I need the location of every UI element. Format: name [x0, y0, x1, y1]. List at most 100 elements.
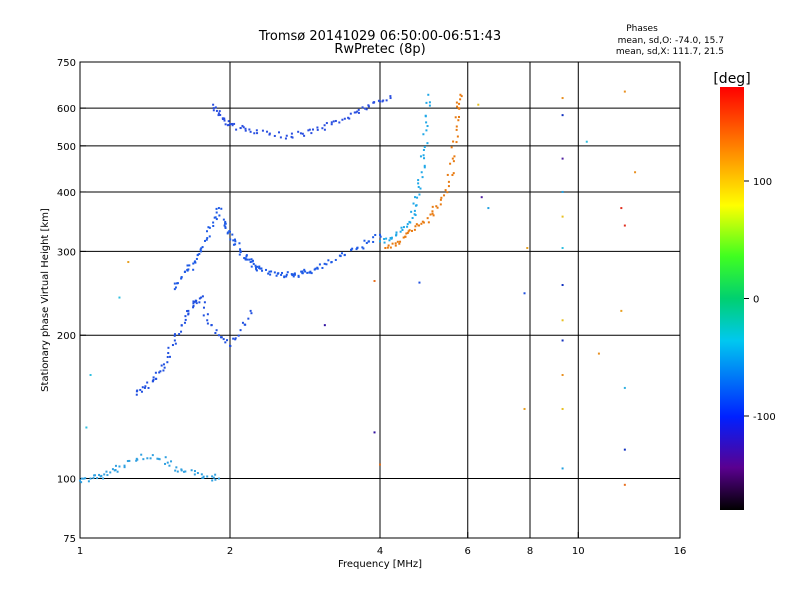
- data-point: [267, 272, 270, 275]
- data-point: [89, 477, 92, 480]
- data-point: [410, 229, 413, 232]
- data-point: [143, 386, 146, 389]
- data-point: [183, 321, 186, 324]
- data-point: [325, 122, 328, 125]
- y-tick-label: 200: [57, 331, 76, 342]
- data-point: [93, 474, 96, 477]
- data-point: [239, 248, 242, 251]
- data-point: [585, 140, 588, 143]
- data-point: [427, 221, 430, 224]
- data-point: [314, 267, 317, 270]
- data-point: [385, 99, 388, 102]
- data-point: [343, 117, 346, 120]
- data-point: [163, 366, 166, 369]
- data-point: [234, 338, 237, 341]
- data-point: [300, 270, 303, 273]
- data-point: [212, 221, 215, 224]
- chart-title-line1: Tromsø 20141029 06:50:00-06:51:43: [258, 29, 501, 44]
- data-point: [256, 265, 259, 268]
- data-point: [323, 128, 326, 131]
- data-point: [277, 272, 280, 275]
- data-point: [275, 274, 278, 277]
- data-point: [427, 93, 430, 96]
- data-point: [166, 356, 169, 359]
- data-point: [162, 363, 165, 366]
- data-point: [171, 344, 174, 347]
- data-point: [284, 137, 287, 140]
- data-point: [526, 247, 529, 250]
- data-point: [377, 99, 380, 102]
- data-point: [82, 477, 85, 480]
- data-point: [459, 98, 462, 101]
- data-point: [399, 230, 402, 233]
- data-point: [351, 247, 354, 250]
- data-point: [347, 116, 350, 119]
- data-point: [251, 260, 254, 263]
- data-point: [232, 243, 235, 246]
- data-point: [415, 223, 418, 226]
- data-point: [212, 476, 215, 479]
- data-point: [290, 273, 293, 276]
- data-point: [270, 270, 273, 273]
- data-point: [223, 119, 226, 122]
- data-point: [202, 476, 205, 479]
- gridlines: [80, 62, 680, 538]
- data-point: [362, 247, 365, 250]
- data-point: [341, 118, 344, 121]
- data-point: [205, 238, 208, 241]
- data-point: [144, 385, 147, 388]
- data-point: [348, 117, 351, 120]
- data-point: [379, 463, 381, 466]
- data-point: [212, 225, 215, 228]
- data-point: [158, 371, 161, 374]
- y-tick-label: 300: [57, 247, 76, 258]
- data-point: [195, 302, 198, 305]
- data-point: [373, 431, 376, 434]
- data-point: [425, 101, 428, 104]
- data-point: [224, 225, 227, 228]
- data-point: [389, 246, 392, 249]
- data-point: [152, 376, 155, 379]
- data-point: [355, 248, 358, 251]
- data-point: [432, 214, 435, 217]
- data-point: [198, 301, 201, 304]
- data-point: [303, 134, 306, 137]
- data-point: [452, 140, 455, 143]
- data-point: [229, 123, 231, 126]
- data-point: [439, 198, 442, 201]
- data-point: [417, 182, 420, 185]
- data-point: [623, 483, 626, 486]
- data-point: [310, 132, 313, 135]
- data-point: [291, 136, 294, 139]
- data-point: [404, 235, 407, 238]
- data-point: [323, 124, 326, 127]
- data-point: [480, 196, 483, 199]
- data-point: [389, 95, 392, 98]
- data-point: [299, 132, 302, 135]
- data-point: [84, 477, 87, 480]
- data-point: [323, 324, 326, 327]
- data-point: [250, 312, 253, 315]
- data-point: [431, 212, 434, 215]
- data-point: [421, 220, 424, 223]
- data-point: [126, 460, 129, 463]
- data-point: [109, 471, 112, 474]
- data-point: [249, 261, 252, 264]
- data-point: [340, 252, 343, 255]
- data-point: [523, 292, 526, 295]
- data-point: [154, 371, 157, 374]
- data-point: [239, 249, 242, 252]
- data-point: [379, 240, 381, 243]
- colorbar-ticks: 100 0 -100: [744, 177, 776, 423]
- data-point: [114, 464, 117, 467]
- data-point: [195, 299, 198, 302]
- data-point: [180, 276, 183, 279]
- data-point: [202, 475, 205, 478]
- data-point: [561, 339, 564, 342]
- data-point: [357, 111, 360, 114]
- data-point: [420, 222, 423, 225]
- data-point: [363, 239, 366, 242]
- colorbar-label: [deg]: [713, 71, 750, 87]
- data-point: [135, 459, 138, 462]
